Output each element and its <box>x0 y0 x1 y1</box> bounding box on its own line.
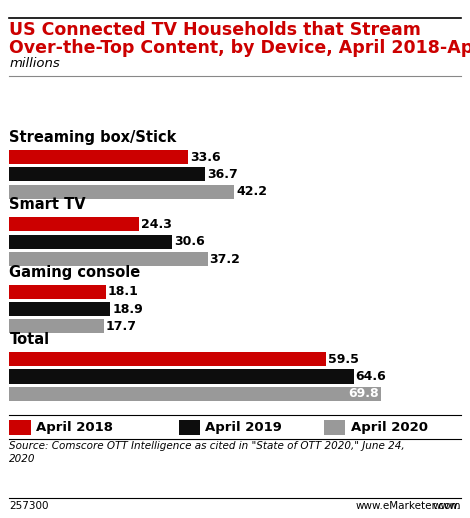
Text: 69.8: 69.8 <box>348 387 378 400</box>
Text: Gaming console: Gaming console <box>9 265 141 280</box>
Text: 64.6: 64.6 <box>356 370 386 383</box>
Text: Smart TV: Smart TV <box>9 197 86 212</box>
Text: 18.9: 18.9 <box>112 303 143 315</box>
Text: 42.2: 42.2 <box>236 185 267 198</box>
Bar <box>9 302 110 316</box>
Bar <box>9 285 106 299</box>
Text: 24.3: 24.3 <box>141 218 172 231</box>
Text: 33.6: 33.6 <box>190 151 221 164</box>
Text: www.eMarketer.com: www.eMarketer.com <box>355 501 461 511</box>
Text: Total: Total <box>9 332 49 347</box>
Bar <box>9 150 188 164</box>
Text: Source: Comscore OTT Intelligence as cited in "State of OTT 2020," June 24,
2020: Source: Comscore OTT Intelligence as cit… <box>9 441 405 464</box>
Bar <box>9 352 326 366</box>
Bar <box>9 184 234 199</box>
Bar <box>9 387 381 401</box>
Text: millions: millions <box>9 57 60 70</box>
Text: 30.6: 30.6 <box>174 235 205 248</box>
Bar <box>9 218 139 232</box>
Text: Streaming box/Stick: Streaming box/Stick <box>9 130 177 145</box>
Bar <box>9 252 208 266</box>
Bar <box>9 235 172 249</box>
Bar <box>9 369 353 383</box>
Text: April 2018: April 2018 <box>36 421 113 434</box>
Bar <box>9 320 104 334</box>
Text: Over-the-Top Content, by Device, April 2018-April 2020: Over-the-Top Content, by Device, April 2… <box>9 39 470 57</box>
Text: www.: www. <box>433 501 461 511</box>
Text: 36.7: 36.7 <box>207 168 238 181</box>
Text: April 2020: April 2020 <box>351 421 428 434</box>
Text: 17.7: 17.7 <box>106 320 137 333</box>
Bar <box>9 167 205 181</box>
Text: US Connected TV Households that Stream: US Connected TV Households that Stream <box>9 21 421 39</box>
Text: April 2019: April 2019 <box>205 421 282 434</box>
Text: 18.1: 18.1 <box>108 285 139 298</box>
Text: 59.5: 59.5 <box>329 353 360 366</box>
Text: 37.2: 37.2 <box>210 253 241 266</box>
Text: 257300: 257300 <box>9 501 49 511</box>
